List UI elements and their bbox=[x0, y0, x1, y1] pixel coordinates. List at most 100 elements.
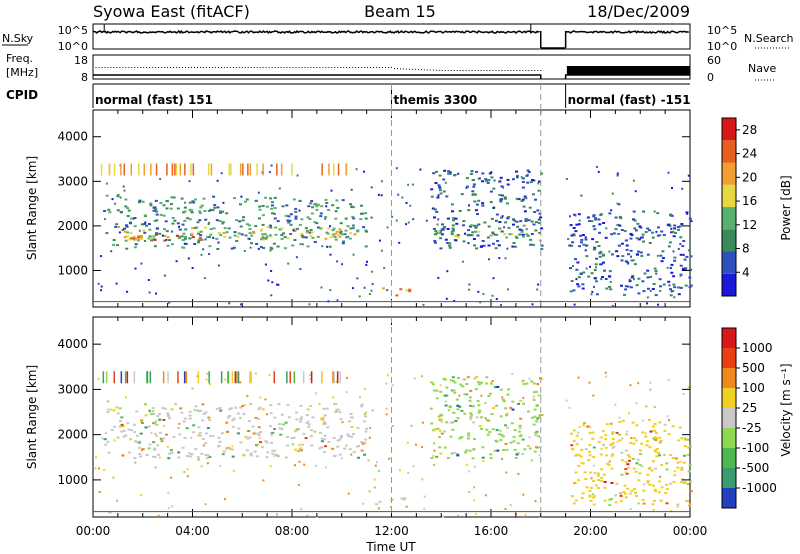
nave-dot bbox=[185, 67, 186, 68]
nave-dot bbox=[146, 67, 148, 68]
data-cell bbox=[161, 234, 164, 237]
data-cell bbox=[626, 487, 630, 490]
data-cell bbox=[437, 230, 441, 233]
data-cell bbox=[645, 440, 649, 443]
data-cell bbox=[655, 230, 658, 233]
data-cell bbox=[531, 179, 534, 181]
nave-dot bbox=[253, 67, 255, 68]
data-cell bbox=[152, 209, 156, 212]
data-cell bbox=[292, 229, 295, 232]
data-cell bbox=[292, 443, 294, 446]
data-cell bbox=[352, 451, 356, 454]
data-cell bbox=[655, 455, 659, 458]
data-cell bbox=[261, 223, 265, 226]
data-cell bbox=[298, 420, 302, 423]
data-cell bbox=[451, 210, 454, 213]
data-cell bbox=[506, 178, 510, 181]
data-cell bbox=[610, 482, 614, 484]
data-cell bbox=[505, 414, 509, 417]
data-cell bbox=[124, 239, 128, 242]
data-cell bbox=[433, 240, 437, 242]
data-cell bbox=[104, 443, 108, 446]
data-cell bbox=[233, 234, 237, 237]
data-cell bbox=[462, 220, 466, 223]
data-cell bbox=[473, 465, 476, 468]
data-cell bbox=[276, 283, 278, 286]
data-cell bbox=[494, 386, 497, 389]
data-cell bbox=[233, 197, 236, 200]
data-cell bbox=[324, 216, 328, 218]
data-cell bbox=[381, 287, 385, 290]
data-cell bbox=[688, 445, 692, 448]
data-cell bbox=[491, 428, 495, 431]
data-cell bbox=[284, 214, 288, 217]
data-cell bbox=[468, 470, 471, 473]
data-cell bbox=[688, 285, 692, 288]
data-cell bbox=[188, 417, 192, 420]
data-cell bbox=[109, 511, 112, 514]
data-cell bbox=[262, 163, 264, 176]
data-cell bbox=[364, 212, 368, 215]
data-cell bbox=[475, 247, 479, 250]
data-cell bbox=[600, 278, 603, 281]
data-cell bbox=[162, 214, 166, 217]
data-cell bbox=[495, 429, 499, 432]
data-cell bbox=[260, 238, 263, 241]
data-cell bbox=[166, 412, 170, 415]
data-cell bbox=[519, 434, 523, 437]
data-cell bbox=[321, 371, 323, 384]
data-cell bbox=[684, 267, 688, 270]
data-cell bbox=[264, 196, 268, 199]
data-cell bbox=[625, 244, 629, 247]
data-cell bbox=[595, 266, 597, 269]
data-cell bbox=[230, 163, 232, 176]
data-cell bbox=[474, 388, 478, 391]
data-cell bbox=[583, 471, 587, 474]
data-cell bbox=[465, 185, 469, 188]
data-cell bbox=[477, 290, 480, 293]
data-cell bbox=[679, 253, 683, 256]
data-cell bbox=[284, 421, 288, 424]
data-cell bbox=[600, 468, 604, 471]
data-cell bbox=[158, 418, 162, 421]
data-cell bbox=[569, 267, 572, 270]
data-cell bbox=[239, 406, 243, 409]
data-cell bbox=[306, 245, 310, 248]
data-cell bbox=[570, 234, 574, 237]
data-cell bbox=[593, 464, 596, 467]
data-cell bbox=[230, 448, 234, 451]
data-cell bbox=[671, 230, 675, 233]
data-cell bbox=[619, 492, 622, 495]
data-cell bbox=[139, 238, 143, 240]
data-cell bbox=[270, 294, 273, 297]
nave-block bbox=[566, 66, 690, 75]
data-cell bbox=[268, 374, 271, 377]
data-cell bbox=[597, 245, 601, 247]
data-cell bbox=[157, 514, 160, 517]
data-cell bbox=[256, 163, 258, 176]
data-cell bbox=[140, 223, 144, 226]
data-cell bbox=[473, 438, 476, 441]
data-cell bbox=[237, 427, 241, 430]
data-cell bbox=[161, 407, 165, 409]
data-cell bbox=[577, 223, 581, 226]
nave-dot bbox=[477, 70, 479, 71]
data-cell bbox=[623, 293, 626, 296]
data-cell bbox=[448, 242, 452, 245]
data-cell bbox=[680, 223, 684, 225]
data-cell bbox=[158, 456, 161, 459]
data-cell bbox=[612, 445, 616, 448]
data-cell bbox=[254, 199, 258, 202]
data-cell bbox=[261, 236, 265, 239]
data-cell bbox=[179, 407, 183, 410]
data-cell bbox=[236, 432, 240, 435]
data-cell bbox=[648, 466, 652, 469]
data-cell bbox=[603, 499, 607, 502]
data-cell bbox=[276, 163, 278, 176]
data-cell bbox=[520, 229, 524, 232]
data-cell bbox=[184, 163, 186, 176]
data-cell bbox=[577, 276, 581, 279]
data-cell bbox=[231, 445, 234, 448]
data-cell bbox=[269, 412, 273, 415]
nave-dot bbox=[340, 67, 342, 68]
